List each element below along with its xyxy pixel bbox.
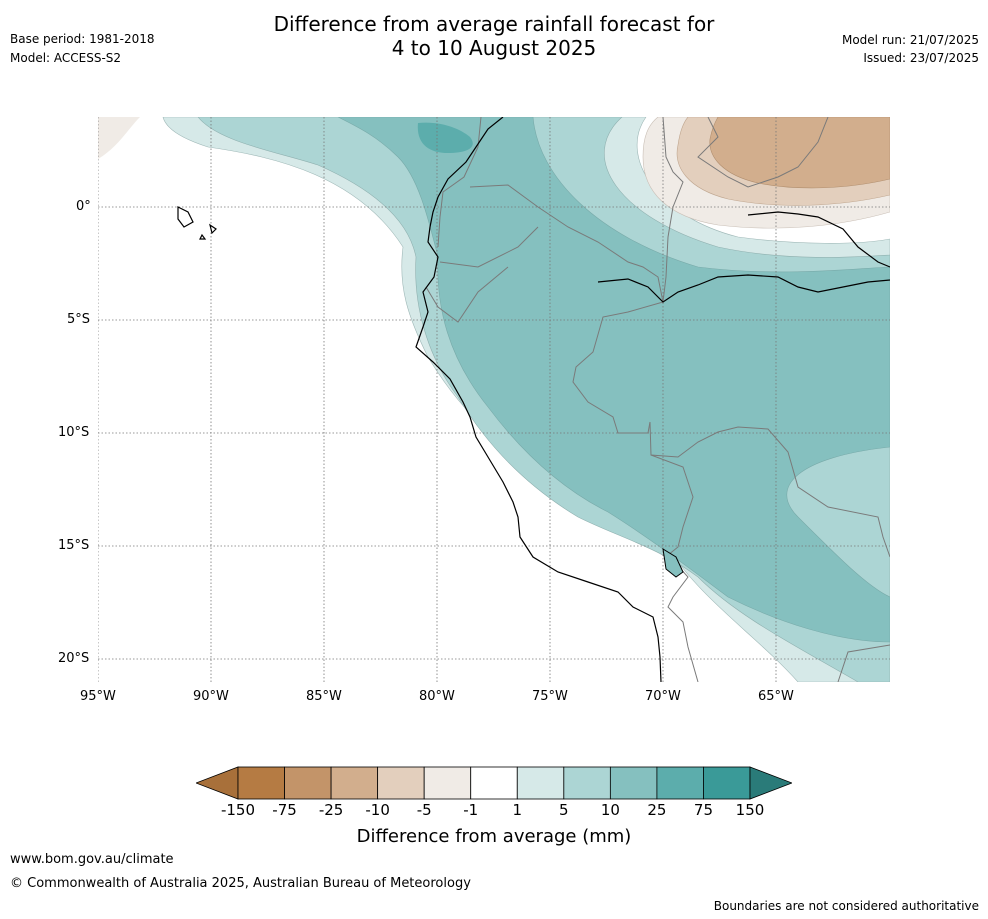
amazon-river bbox=[597, 274, 890, 303]
colorbar-segment bbox=[703, 766, 751, 800]
colorbar-tick-label: 10 bbox=[600, 801, 620, 819]
boundaries-disclaimer: Boundaries are not considered authoritat… bbox=[713, 899, 979, 913]
lat-tick-15s: 15°S bbox=[58, 538, 90, 553]
colorbar-tick-label: 75 bbox=[693, 801, 713, 819]
border-ecuador-peru-south bbox=[425, 266, 509, 323]
colorbar-segment bbox=[516, 766, 565, 800]
base-period: Base period: 1981-2018 bbox=[10, 32, 155, 46]
lon-tick-75w: 75°W bbox=[532, 689, 568, 704]
colorbar-segment bbox=[656, 766, 704, 800]
wet-band-25-to-75 bbox=[417, 122, 473, 153]
colorbar-segment bbox=[377, 766, 425, 800]
border-colombia-peru bbox=[469, 184, 664, 303]
wet-band-10-to-25 bbox=[337, 117, 890, 643]
model-run: Model run: 21/07/2025 bbox=[841, 33, 979, 47]
lat-tick-5s: 5°S bbox=[67, 312, 91, 327]
colorbar-tick-label: -10 bbox=[365, 801, 390, 819]
title-line-2: 4 to 10 August 2025 bbox=[391, 36, 597, 60]
border-colombia-panama bbox=[437, 117, 482, 248]
lon-tick-90w: 90°W bbox=[193, 689, 229, 704]
issued-date: Issued: 23/07/2025 bbox=[863, 51, 979, 65]
border-bolivia-brazil bbox=[649, 421, 890, 558]
colorbar bbox=[196, 766, 792, 800]
dry-spot-nw bbox=[98, 117, 140, 159]
colorbar-segment bbox=[609, 766, 658, 800]
colorbar-tick-label: 150 bbox=[735, 801, 765, 819]
dry-band-10-to-25 bbox=[709, 117, 890, 189]
colorbar-tick-label: -5 bbox=[416, 801, 432, 819]
colorbar-tick-label: -150 bbox=[220, 801, 256, 819]
border-paraguay bbox=[837, 644, 890, 682]
lon-tick-70w: 70°W bbox=[645, 689, 681, 704]
lon-tick-65w: 65°W bbox=[758, 689, 794, 704]
colorbar-tick-label: 5 bbox=[559, 801, 569, 819]
pacific-coastline bbox=[415, 117, 662, 682]
colorbar-segment bbox=[470, 766, 518, 800]
lake-titicaca bbox=[662, 548, 684, 578]
colorbar-tick-label: -75 bbox=[272, 801, 297, 819]
border-brazil-peru bbox=[572, 301, 664, 434]
colorbar-tick-label: 1 bbox=[512, 801, 523, 819]
colorbar-segment bbox=[563, 766, 611, 800]
country-borders bbox=[425, 117, 890, 682]
lat-tick-10s: 10°S bbox=[58, 425, 90, 440]
lat-tick-0: 0° bbox=[76, 199, 91, 214]
copyright: © Commonwealth of Australia 2025, Austra… bbox=[10, 876, 471, 891]
colorbar-title: Difference from average (mm) bbox=[356, 826, 632, 847]
colorbar-tick-label: -25 bbox=[318, 801, 344, 819]
colorbar-segment bbox=[284, 766, 332, 800]
colorbar-segment bbox=[423, 766, 472, 800]
colorbar-tick-label: 25 bbox=[647, 801, 667, 819]
chart-title: Difference from average rainfall forecas… bbox=[0, 12, 988, 60]
lon-tick-80w: 80°W bbox=[419, 689, 455, 704]
galapagos-islands bbox=[177, 206, 217, 240]
colorbar-tick-label: -1 bbox=[463, 801, 479, 819]
lon-tick-85w: 85°W bbox=[306, 689, 342, 704]
title-line-1: Difference from average rainfall forecas… bbox=[273, 12, 715, 36]
orinoco-river bbox=[747, 211, 890, 268]
lon-tick-95w: 95°W bbox=[80, 689, 116, 704]
lat-tick-20s: 20°S bbox=[58, 651, 90, 666]
border-ecuador-peru bbox=[439, 226, 539, 268]
colorbar-extend-low bbox=[196, 766, 239, 800]
model-name: Model: ACCESS-S2 bbox=[10, 51, 122, 65]
colorbar-segment bbox=[237, 766, 285, 800]
border-venezuela-colombia bbox=[662, 117, 684, 303]
border-venezuela-guyana bbox=[697, 117, 829, 188]
colorbar-extend-high bbox=[749, 766, 792, 800]
map-canvas bbox=[98, 117, 890, 682]
colorbar-segment bbox=[330, 766, 379, 800]
coastlines bbox=[177, 117, 890, 682]
map-gridlines bbox=[98, 117, 890, 682]
bom-url: www.bom.gov.au/climate bbox=[10, 852, 174, 867]
rainfall-difference-map bbox=[98, 117, 890, 682]
